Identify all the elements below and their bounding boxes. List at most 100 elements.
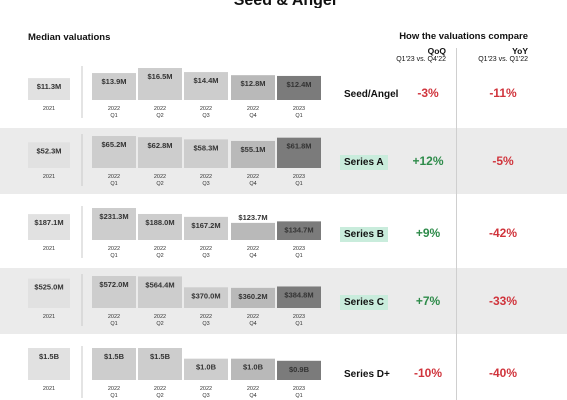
valuation-row: $525.0M 2021 $572.0M 2022 Q1 $564.4M 2022 Q2 $37… [0, 268, 567, 334]
bar-value-label: $12.4M [286, 80, 311, 89]
valuation-row: $187.1M 2021 $231.3M 2022 Q1 $188.0M 2022 Q2 $16… [0, 200, 567, 266]
x-tick-label: 2021 [43, 314, 55, 320]
x-tick-sublabel: Q3 [202, 393, 209, 399]
yoy-change: -42% [488, 226, 517, 240]
bar [28, 348, 70, 380]
bar-value-label: $1.5B [150, 352, 171, 361]
x-tick-label: 2023 [293, 106, 305, 112]
bar-value-label: $572.0M [99, 280, 128, 289]
bar-value-label: $11.3M [37, 82, 62, 91]
x-tick-sublabel: Q1 [110, 393, 117, 399]
x-tick-label: 2022 [247, 314, 259, 320]
bar-value-label: $1.5B [39, 352, 60, 361]
yoy-column-header: YoY Q1'23 vs. Q1'22 [458, 46, 528, 64]
bar [138, 68, 182, 100]
bar-value-label: $1.0B [243, 363, 264, 372]
bar [184, 358, 228, 380]
bar [231, 75, 275, 100]
bar-value-label: $188.0M [145, 218, 174, 227]
bar [277, 286, 321, 308]
x-tick-label: 2022 [247, 106, 259, 112]
qoq-sublabel: Q1'23 vs. Q4'22 [396, 56, 446, 63]
x-tick-sublabel: Q4 [249, 181, 256, 187]
qoq-change: -3% [417, 86, 439, 100]
yoy-change: -11% [489, 86, 517, 100]
bar [277, 360, 321, 380]
x-tick-label: 2022 [200, 106, 212, 112]
bar-value-label: $123.7M [238, 213, 267, 222]
yoy-change: -40% [488, 366, 517, 380]
bar [231, 287, 275, 308]
bar-value-label: $1.5B [104, 352, 125, 361]
bar [92, 348, 136, 380]
x-tick-label: 2022 [108, 246, 120, 252]
bar-value-label: $16.5M [147, 72, 172, 81]
x-tick-label: 2022 [154, 174, 166, 180]
x-tick-label: 2021 [43, 386, 55, 392]
x-tick-sublabel: Q1 [295, 253, 302, 259]
bar-value-label: $52.3M [36, 146, 61, 155]
x-tick-label: 2022 [200, 386, 212, 392]
bar [231, 222, 275, 240]
bar-chart: $1.5B2021$1.5B2022Q1$1.5B2022Q2$1.0B2022… [28, 346, 321, 399]
bar [138, 213, 182, 240]
x-tick-label: 2022 [154, 246, 166, 252]
x-tick-sublabel: Q4 [249, 321, 256, 327]
qoq-change: +12% [412, 154, 444, 168]
qoq-change: -10% [413, 366, 442, 380]
bar [28, 142, 70, 168]
x-tick-label: 2022 [247, 246, 259, 252]
bar-value-label: $384.8M [284, 290, 313, 299]
bar-value-label: $525.0M [34, 283, 63, 292]
bar-value-label: $370.0M [191, 291, 220, 300]
bar-value-label: $65.2M [101, 140, 126, 149]
x-tick-sublabel: Q1 [295, 321, 302, 327]
bar-value-label: $58.3M [193, 143, 218, 152]
x-tick-label: 2022 [247, 174, 259, 180]
x-tick-label: 2022 [154, 386, 166, 392]
bar-value-label: $1.0B [196, 363, 217, 372]
x-tick-sublabel: Q2 [156, 113, 163, 119]
x-tick-label: 2022 [108, 106, 120, 112]
bar [92, 208, 136, 240]
x-tick-sublabel: Q2 [156, 181, 163, 187]
bar [277, 75, 321, 100]
bar [277, 137, 321, 168]
bar-value-label: $61.8M [286, 142, 311, 151]
yoy-sublabel: Q1'23 vs. Q1'22 [478, 56, 528, 63]
x-tick-label: 2022 [154, 314, 166, 320]
bar [138, 276, 182, 308]
bar [184, 72, 228, 100]
bar [184, 287, 228, 308]
bar [92, 136, 136, 168]
x-tick-label: 2021 [43, 174, 55, 180]
bar-chart: $525.0M2021$572.0M2022Q1$564.4M2022Q2$37… [28, 274, 321, 327]
bar-value-label: $55.1M [240, 145, 265, 154]
x-tick-sublabel: Q2 [156, 393, 163, 399]
bar [184, 139, 228, 168]
yoy-label: YoY [512, 46, 528, 56]
x-tick-label: 2022 [154, 106, 166, 112]
x-tick-sublabel: Q3 [202, 113, 209, 119]
x-tick-label: 2022 [247, 386, 259, 392]
x-tick-sublabel: Q4 [249, 113, 256, 119]
x-tick-sublabel: Q1 [110, 181, 117, 187]
median-valuations-heading: Median valuations [28, 32, 111, 43]
bar-value-label: $167.2M [191, 221, 220, 230]
bar-chart: $11.3M2021$13.9M2022Q1$16.5M2022Q2$14.4M… [28, 66, 321, 119]
valuation-row: $52.3M 2021 $65.2M 2022 Q1 $62.8M 2022 Q2 $58.3M… [0, 128, 567, 194]
bar [231, 140, 275, 168]
bar [28, 214, 70, 240]
stage-label: Series D+ [344, 369, 390, 380]
x-tick-label: 2022 [200, 314, 212, 320]
x-tick-sublabel: Q3 [202, 253, 209, 259]
bar [138, 348, 182, 380]
bar-chart: $187.1M2021$231.3M2022Q1$188.0M2022Q2$16… [28, 206, 321, 259]
bar-value-label: $62.8M [147, 141, 172, 150]
bar-value-label: $187.1M [34, 218, 63, 227]
bar-value-label: $134.7M [284, 225, 313, 234]
x-tick-label: 2023 [293, 174, 305, 180]
x-tick-label: 2022 [108, 386, 120, 392]
bar-value-label: $0.9B [289, 365, 310, 374]
bar [138, 137, 182, 168]
